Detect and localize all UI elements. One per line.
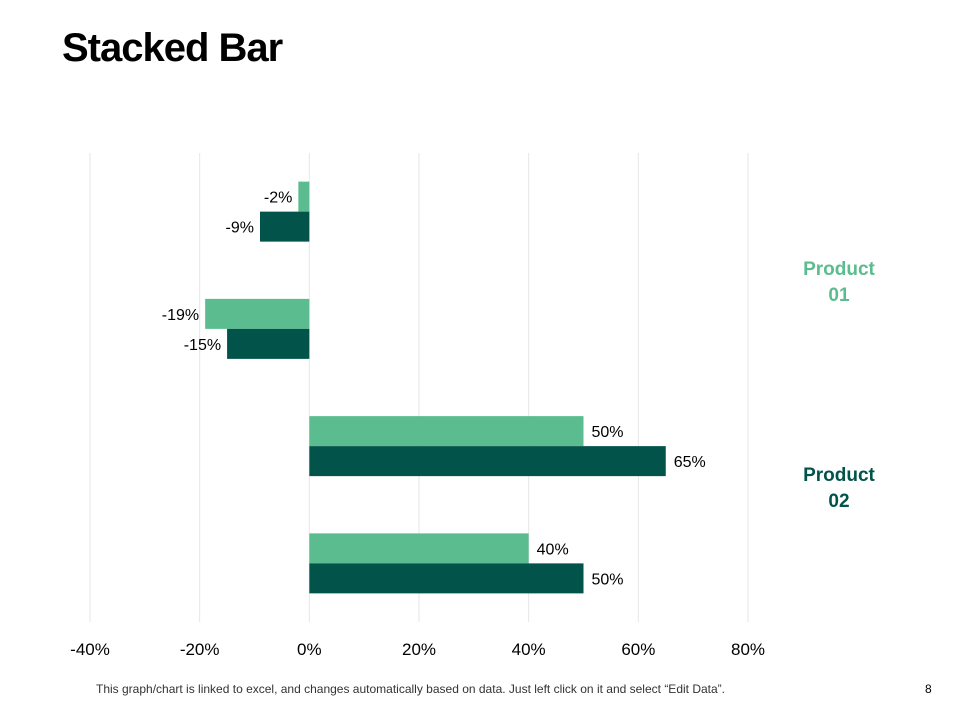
data-label: 40% [537,541,569,558]
bar-product-01 [298,181,310,212]
legend-label-line1: Product [803,259,875,280]
legend-item-product-02: Product 02 [779,463,899,515]
x-axis-ticks: -40% -20% 0% 20% 40% 60% 80% [70,640,765,659]
x-tick-label: -40% [70,640,110,659]
bar-product-01 [205,298,310,329]
x-tick-label: 40% [512,640,546,659]
data-label: -2% [264,190,292,207]
x-tick-label: 20% [402,640,436,659]
bar-product-02 [259,211,310,242]
bar-product-02 [227,328,310,359]
data-label: 50% [592,424,624,441]
data-label: -15% [184,337,221,354]
data-label: -9% [226,220,254,237]
legend-item-product-01: Product 01 [779,257,899,309]
bar-product-01 [309,416,584,447]
data-labels: -2% -9% -19% -15% 50% 65% 40% 50% [162,190,706,589]
legend-label-line2: 01 [828,285,850,306]
page-title: Stacked Bar [62,26,283,70]
x-tick-label: 80% [731,640,765,659]
legend-label-line2: 02 [828,491,850,512]
x-tick-label: 60% [621,640,655,659]
footer-note: This graph/chart is linked to excel, and… [96,682,725,696]
data-label: 65% [674,454,706,471]
bar-product-01 [309,533,529,564]
data-label: -19% [162,307,199,324]
x-tick-label: 0% [297,640,322,659]
bars [205,181,666,594]
x-tick-label: -20% [180,640,220,659]
bar-product-02 [309,446,666,477]
bar-product-02 [309,563,584,594]
legend-label-line1: Product [803,465,875,486]
data-label: 50% [592,571,624,588]
page-number: 8 [925,682,932,696]
